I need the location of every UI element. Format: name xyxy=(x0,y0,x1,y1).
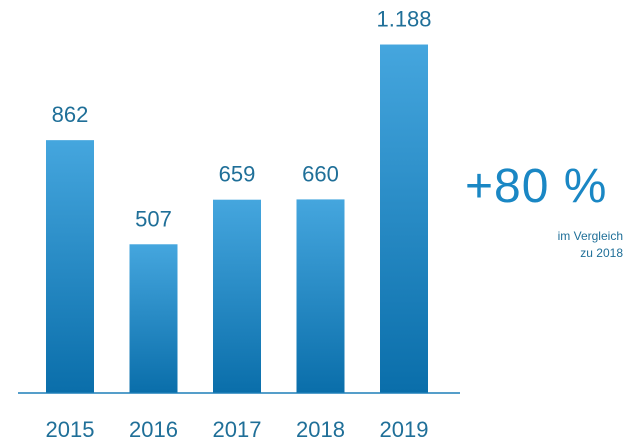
value-label-2019: 1.188 xyxy=(376,7,431,32)
growth-callout: +80 % im Vergleich zu 2018 xyxy=(455,160,625,262)
value-label-2017: 659 xyxy=(219,162,256,187)
value-label-2015: 862 xyxy=(52,102,89,127)
bar-2019 xyxy=(380,44,428,394)
x-tick-2017: 2017 xyxy=(213,417,262,442)
comparison-note-line1: im Vergleich xyxy=(557,229,623,243)
x-tick-2019: 2019 xyxy=(380,417,429,442)
value-label-2018: 660 xyxy=(302,161,339,186)
x-tick-2016: 2016 xyxy=(129,417,178,442)
bar-2015 xyxy=(46,140,94,393)
growth-percentage: +80 % xyxy=(465,160,608,213)
value-label-2016: 507 xyxy=(135,206,172,231)
bar-2017 xyxy=(213,199,261,393)
x-tick-2015: 2015 xyxy=(46,417,95,442)
bar-2016 xyxy=(129,244,178,393)
comparison-note-line2: zu 2018 xyxy=(580,246,623,260)
bar-2018 xyxy=(296,199,345,393)
x-tick-2018: 2018 xyxy=(296,417,345,442)
